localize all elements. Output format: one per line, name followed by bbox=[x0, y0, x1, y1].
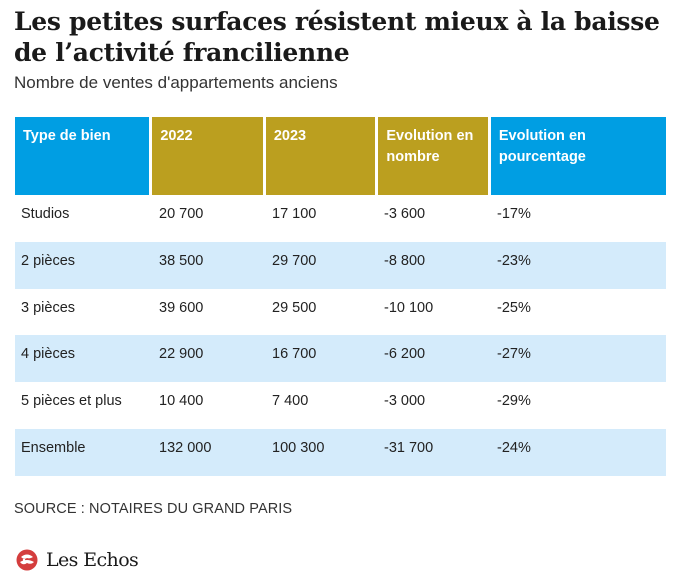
cell-2023: 7 400 bbox=[272, 393, 309, 410]
les-echos-logo-icon bbox=[14, 548, 40, 572]
cell-evolution-nombre: -8 800 bbox=[384, 252, 426, 269]
brand-footer: Les Echos bbox=[14, 548, 139, 572]
cell-type: Studios bbox=[21, 206, 70, 222]
cell-evolution-nombre: -3 000 bbox=[384, 393, 426, 410]
header-2023: 2023 bbox=[265, 117, 376, 195]
cell-2022: 132 000 bbox=[159, 439, 212, 456]
header-evolution-nombre: Evolution en nombre bbox=[378, 117, 488, 195]
cell-evolution-nombre: -6 200 bbox=[384, 346, 426, 363]
data-table: Type de bien 2022 2023 Evolution en nomb… bbox=[15, 117, 666, 476]
cell-2022: 20 700 bbox=[159, 206, 204, 222]
cell-evolution-pourcentage: -23% bbox=[497, 252, 531, 269]
cell-evolution-pourcentage: -24% bbox=[497, 439, 531, 456]
cell-2023: 100 300 bbox=[272, 439, 325, 456]
cell-2023: 29 700 bbox=[272, 252, 317, 269]
cell-evolution-nombre: -31 700 bbox=[384, 439, 434, 456]
cell-evolution-nombre: -10 100 bbox=[384, 299, 434, 316]
cell-evolution-nombre: -3 600 bbox=[384, 206, 426, 222]
cell-evolution-pourcentage: -27% bbox=[497, 346, 531, 363]
table-row: Studios 20 700 17 100 -3 600 -17% bbox=[15, 195, 666, 242]
chart-title: Les petites surfaces résistent mieux à l… bbox=[14, 7, 660, 67]
table-row: 2 pièces 38 500 29 700 -8 800 -23% bbox=[15, 241, 666, 289]
cell-2023: 16 700 bbox=[272, 346, 317, 363]
cell-2023: 17 100 bbox=[272, 206, 317, 222]
table-header-row: Type de bien 2022 2023 Evolution en nomb… bbox=[15, 117, 666, 195]
table-row: Ensemble 132 000 100 300 -31 700 -24% bbox=[15, 428, 666, 476]
cell-evolution-pourcentage: -17% bbox=[497, 206, 531, 222]
cell-evolution-pourcentage: -25% bbox=[497, 299, 531, 316]
table-row: 4 pièces 22 900 16 700 -6 200 -27% bbox=[15, 335, 666, 383]
chart-subtitle: Nombre de ventes d'appartements anciens bbox=[14, 73, 338, 92]
cell-2022: 22 900 bbox=[159, 346, 204, 363]
cell-2022: 39 600 bbox=[159, 299, 204, 316]
brand-name: Les Echos bbox=[46, 549, 139, 571]
cell-evolution-pourcentage: -29% bbox=[497, 393, 531, 410]
header-type-de-bien: Type de bien bbox=[15, 117, 150, 195]
cell-type: Ensemble bbox=[21, 439, 86, 456]
header-2022: 2022 bbox=[152, 117, 263, 195]
source-note: SOURCE : NOTAIRES DU GRAND PARIS bbox=[14, 501, 293, 517]
cell-2022: 10 400 bbox=[159, 393, 204, 410]
table-row: 3 pièces 39 600 29 500 -10 100 -25% bbox=[15, 289, 666, 336]
cell-type: 5 pièces et plus bbox=[21, 393, 122, 410]
table-row: 5 pièces et plus 10 400 7 400 -3 000 -29… bbox=[15, 382, 666, 429]
header-evolution-pourcentage: Evolution en pourcentage bbox=[490, 117, 666, 195]
cell-type: 3 pièces bbox=[21, 299, 76, 316]
cell-type: 2 pièces bbox=[21, 252, 76, 269]
cell-2023: 29 500 bbox=[272, 299, 317, 316]
cell-type: 4 pièces bbox=[21, 346, 76, 363]
cell-2022: 38 500 bbox=[159, 252, 204, 269]
